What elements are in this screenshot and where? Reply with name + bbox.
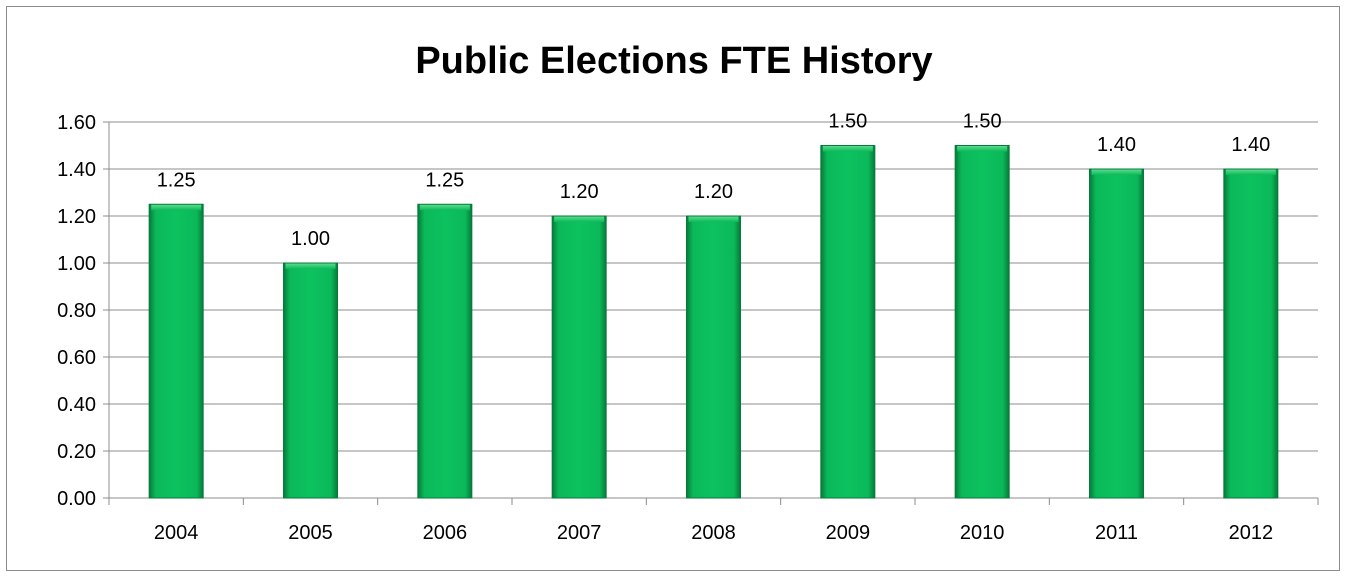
data-label: 1.00 — [291, 228, 330, 250]
bar-top-highlight — [957, 145, 1008, 152]
bar-outline — [1089, 168, 1144, 499]
x-tick-label: 2010 — [960, 522, 1005, 544]
y-tick-label: 0.60 — [57, 347, 96, 369]
bars — [148, 145, 1279, 499]
x-tick-label: 2006 — [423, 522, 468, 544]
bar-top-highlight — [151, 204, 202, 211]
bar-outline — [1223, 168, 1279, 499]
x-tick-label: 2011 — [1095, 522, 1138, 544]
bar — [955, 145, 1010, 498]
data-label: 1.20 — [560, 181, 599, 203]
bar-top-highlight — [688, 216, 739, 222]
y-tick-label: 1.00 — [57, 253, 96, 275]
bar-2009 — [820, 145, 876, 499]
y-tick-label: 0.40 — [57, 394, 96, 416]
x-tick-label: 2009 — [826, 522, 871, 544]
bar-top-highlight — [419, 204, 470, 211]
y-tick-label: 0.00 — [57, 488, 96, 510]
chart-title: Public Elections FTE History — [415, 40, 933, 82]
bar-outline — [283, 262, 338, 499]
bar-top-highlight — [1225, 169, 1276, 175]
y-tick-label: 1.20 — [57, 206, 96, 228]
bar-outline — [148, 203, 204, 499]
bar-outline — [417, 203, 473, 499]
bar — [149, 204, 204, 498]
bar-outline — [954, 145, 1010, 499]
y-tick-labels: 0.00 0.20 0.40 0.60 0.80 1.00 1.20 1.40 1.60 — [57, 112, 96, 510]
x-tick-label: 2012 — [1229, 522, 1274, 544]
bar — [417, 204, 472, 498]
bar-2008 — [686, 215, 741, 499]
y-tick-label: 0.80 — [57, 300, 96, 322]
bar — [552, 216, 607, 498]
y-tick-label: 0.20 — [57, 441, 96, 463]
bar-top-highlight — [822, 145, 873, 152]
data-label: 1.50 — [963, 111, 1002, 133]
bar-2012 — [1223, 168, 1279, 499]
data-label: 1.25 — [425, 169, 464, 191]
bar-outline — [686, 215, 741, 499]
data-labels: 1.25 1.00 1.25 1.20 1.20 1.50 1.50 1.40 1.40 — [157, 111, 1271, 251]
x-tick-label: 2005 — [288, 522, 333, 544]
bar — [820, 145, 875, 498]
bar-2004 — [148, 203, 204, 499]
x-tick-label: 2007 — [557, 522, 602, 544]
y-tick-label: 1.40 — [57, 159, 96, 181]
bar — [283, 263, 338, 498]
bar-2011 — [1089, 168, 1144, 499]
bar — [1223, 169, 1278, 498]
bar-top-highlight — [285, 263, 336, 269]
data-label: 1.20 — [694, 181, 733, 203]
bar-2007 — [551, 215, 607, 499]
bar-2005 — [283, 262, 338, 499]
x-tick-label: 2004 — [154, 522, 199, 544]
bar-outline — [551, 215, 607, 499]
bar — [1089, 169, 1144, 498]
data-label: 1.40 — [1231, 134, 1270, 156]
bar-top-highlight — [1091, 169, 1142, 175]
x-tick-labels: 2004 2005 2006 2007 2008 2009 2010 2011 2012 — [154, 522, 1273, 544]
bar-2010 — [954, 145, 1010, 499]
data-label: 1.40 — [1097, 134, 1136, 156]
y-tick-label: 1.60 — [57, 112, 96, 134]
data-label: 1.25 — [157, 169, 196, 191]
data-label: 1.50 — [828, 111, 867, 133]
bar-top-highlight — [554, 216, 605, 222]
bar-outline — [820, 145, 876, 499]
x-tick-label: 2008 — [691, 522, 736, 544]
bar-2006 — [417, 203, 473, 499]
bar — [686, 216, 741, 498]
